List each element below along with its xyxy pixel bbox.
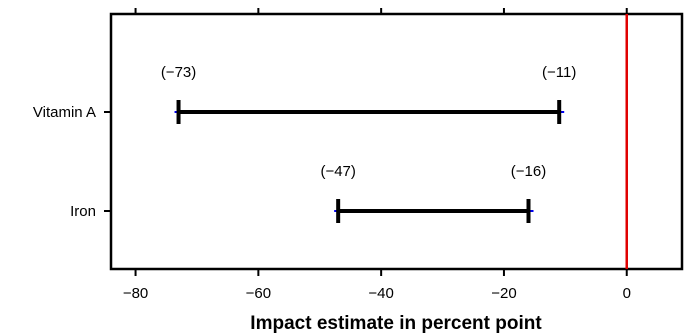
x-tick-label: −20 (491, 285, 516, 302)
low-value-label: (−73) (161, 64, 196, 81)
interval-marks: (−73) (−11) (−47) (−16) (161, 64, 576, 223)
x-tick-label: −40 (368, 285, 393, 302)
low-value-label: (−47) (320, 163, 355, 180)
x-tick-label: 0 (623, 285, 631, 302)
y-category-label: Iron (70, 203, 96, 220)
x-axis: −80 −60 −40 −20 0 (123, 8, 631, 302)
high-value-label: (−11) (542, 64, 576, 81)
x-tick-label: −80 (123, 285, 148, 302)
y-category-label: Vitamin A (33, 104, 96, 121)
x-axis-title: Impact estimate in percent point (250, 313, 542, 334)
high-value-label: (−16) (511, 163, 546, 180)
plot-frame (109, 12, 684, 271)
y-axis: Vitamin A Iron (33, 104, 111, 220)
x-tick-label: −60 (246, 285, 271, 302)
